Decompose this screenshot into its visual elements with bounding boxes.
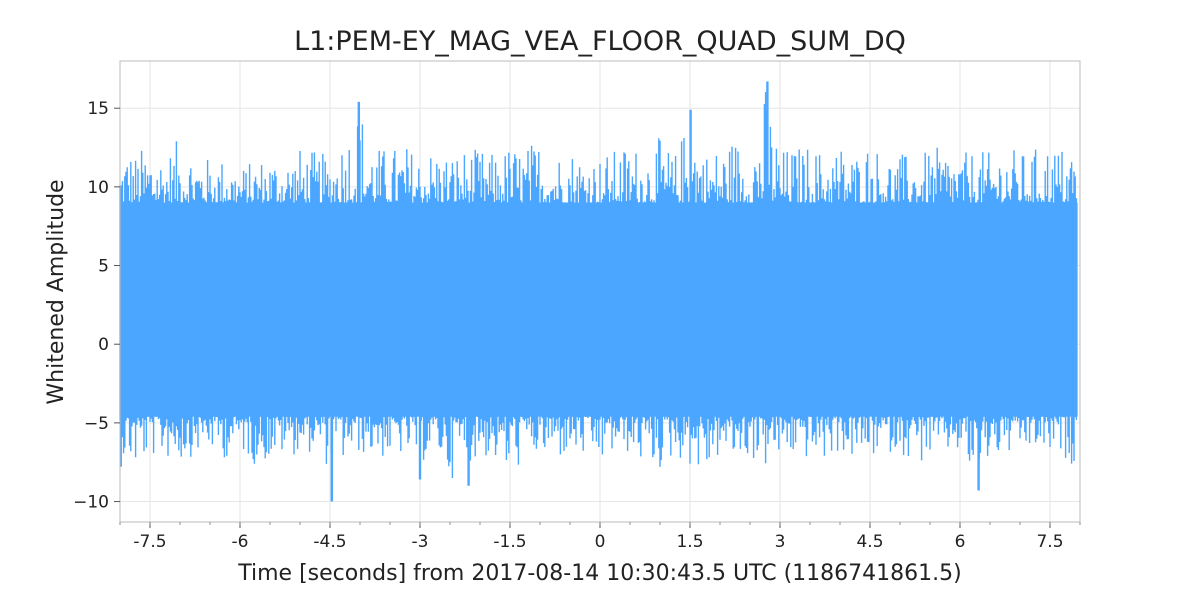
x-tick-label: 3 <box>775 532 786 552</box>
ticks: -7.5 -6 -4.5 -3 -1.5 0 1.5 3 4.5 6 7.5 −10 −5 0 5 10 15 <box>73 99 1081 552</box>
x-tick-label: -1.5 <box>493 532 526 552</box>
y-tick-label: 5 <box>98 257 109 277</box>
y-tick-label: 10 <box>87 178 109 198</box>
x-tick-label: 7.5 <box>1036 532 1063 552</box>
x-tick-label: 1.5 <box>676 532 703 552</box>
chart-title: L1:PEM-EY_MAG_VEA_FLOOR_QUAD_SUM_DQ <box>294 26 906 57</box>
y-axis-label: Whitened Amplitude <box>44 179 69 404</box>
x-tick-label: -7.5 <box>133 532 166 552</box>
x-tick-label: -6 <box>232 532 249 552</box>
data-series-group <box>119 81 1078 502</box>
x-tick-label: 0 <box>595 532 606 552</box>
y-tick-label: −5 <box>84 414 109 434</box>
x-tick-label: -4.5 <box>313 532 346 552</box>
x-tick-label: -3 <box>412 532 429 552</box>
x-tick-label: 4.5 <box>856 532 883 552</box>
x-tick-label: 6 <box>955 532 966 552</box>
y-tick-label: 0 <box>98 335 109 355</box>
y-tick-label: −10 <box>73 493 109 513</box>
x-axis-label: Time [seconds] from 2017-08-14 10:30:43.… <box>237 561 961 586</box>
y-tick-label: 15 <box>87 99 109 119</box>
